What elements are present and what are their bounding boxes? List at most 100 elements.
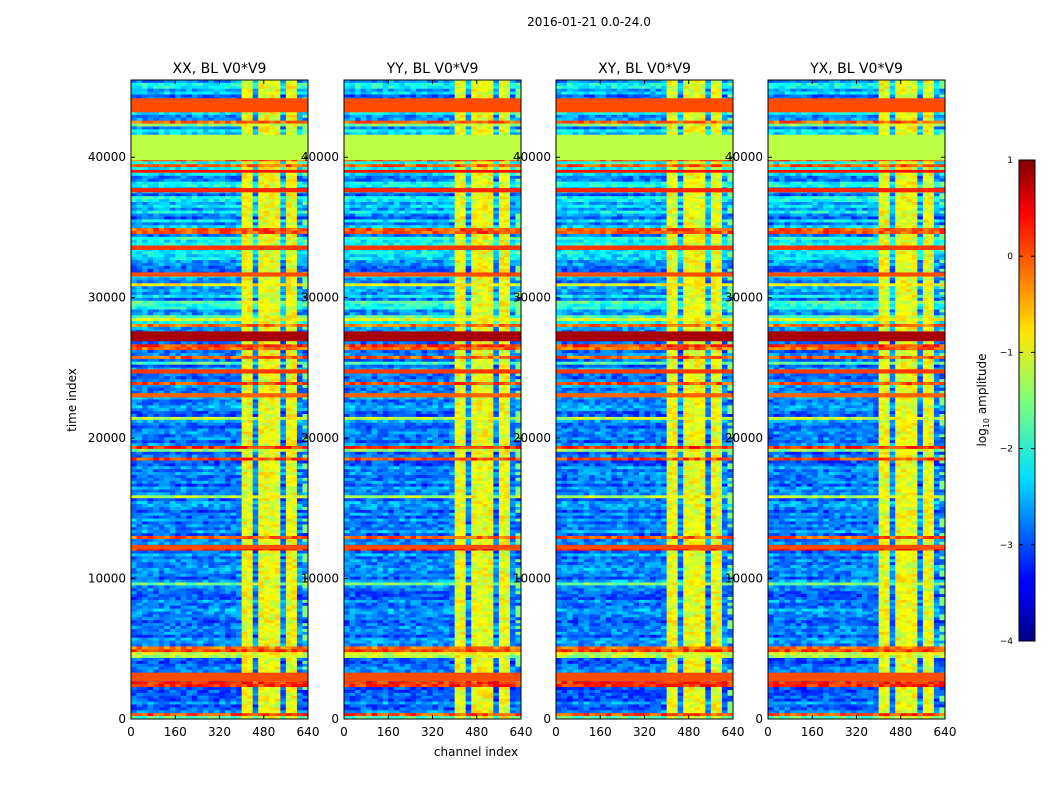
heatmap-cell xyxy=(285,353,292,357)
heatmap-cell xyxy=(296,207,303,212)
heatmap-cell xyxy=(225,492,231,496)
heatmap-cell xyxy=(236,355,243,360)
heatmap-cell xyxy=(136,326,143,331)
heatmap-cell xyxy=(252,469,259,473)
heatmap-cell xyxy=(180,289,187,293)
heatmap-cell xyxy=(191,396,198,400)
heatmap-cell xyxy=(164,515,171,519)
heatmap-cell xyxy=(280,117,287,122)
heatmap-cell xyxy=(241,120,248,124)
heatmap-cell xyxy=(202,161,209,165)
heatmap-cell xyxy=(169,518,176,522)
heatmap-cell xyxy=(296,344,303,348)
heatmap-cell xyxy=(180,440,187,444)
heatmap-cell xyxy=(153,161,160,165)
heatmap-cell xyxy=(230,126,237,130)
heatmap-cell xyxy=(230,82,237,87)
heatmap-cell xyxy=(230,167,237,171)
heatmap-cell xyxy=(202,454,209,458)
heatmap-cell xyxy=(213,178,220,183)
heatmap-cell xyxy=(274,228,281,232)
heatmap-cell xyxy=(147,201,154,206)
heatmap-cell xyxy=(202,390,209,395)
heatmap-cell xyxy=(302,248,309,252)
heatmap-cell xyxy=(219,175,226,180)
heatmap-cell xyxy=(269,260,276,264)
heatmap-cell xyxy=(175,515,182,519)
heatmap-cell xyxy=(191,355,198,360)
heatmap-cell xyxy=(186,341,193,345)
heatmap-cell xyxy=(153,306,160,310)
heatmap-cell xyxy=(197,117,204,122)
heatmap-cell xyxy=(302,350,309,354)
heatmap-cell xyxy=(158,428,165,432)
heatmap-cell xyxy=(296,257,303,261)
heatmap-cell xyxy=(153,501,160,505)
heatmap-cell xyxy=(147,515,154,519)
heatmap-cell xyxy=(258,242,265,246)
heatmap-cell xyxy=(269,164,276,168)
heatmap-cell xyxy=(236,489,243,493)
heatmap-cell xyxy=(208,434,215,438)
heatmap-cell xyxy=(169,123,176,127)
heatmap-cell xyxy=(136,353,143,357)
heatmap-cell xyxy=(225,469,231,473)
heatmap-cell xyxy=(131,341,137,345)
heatmap-cell xyxy=(147,300,154,305)
heatmap-cell xyxy=(252,297,259,302)
heatmap-cell xyxy=(285,524,292,528)
heatmap-cell xyxy=(219,312,226,316)
heatmap-cell xyxy=(197,184,204,188)
heatmap-cell xyxy=(136,315,143,319)
heatmap-cell xyxy=(296,437,303,441)
heatmap-cell xyxy=(274,167,281,171)
heatmap-cell xyxy=(225,216,231,220)
heatmap-cell xyxy=(169,411,176,415)
heatmap-cell xyxy=(225,411,231,415)
heatmap-cell xyxy=(263,277,270,281)
heatmap-cell xyxy=(197,268,204,273)
heatmap-cell xyxy=(180,382,187,386)
heatmap-cell xyxy=(285,498,292,502)
heatmap-cell xyxy=(296,486,303,490)
heatmap-cell xyxy=(197,350,204,354)
heatmap-cell xyxy=(291,460,298,464)
heatmap-cell xyxy=(269,501,276,505)
heatmap-cell xyxy=(302,91,309,95)
heatmap-cell xyxy=(274,495,281,499)
heatmap-cell xyxy=(186,460,193,464)
heatmap-cell xyxy=(186,457,193,461)
heatmap-cell xyxy=(180,309,187,313)
heatmap-cell xyxy=(296,239,303,244)
heatmap-cell xyxy=(241,236,248,241)
heatmap-cell xyxy=(164,437,171,441)
heatmap-cell xyxy=(236,454,243,458)
heatmap-cell xyxy=(191,114,198,119)
heatmap-cell xyxy=(258,294,265,299)
heatmap-cell xyxy=(153,509,160,514)
heatmap-cell xyxy=(131,111,137,116)
heatmap-cell xyxy=(219,129,226,133)
heatmap-cell xyxy=(180,524,187,528)
heatmap-cell xyxy=(219,353,226,357)
heatmap-cell xyxy=(263,236,270,241)
heatmap-cell xyxy=(208,408,215,412)
heatmap-cell xyxy=(175,309,182,313)
heatmap-cell xyxy=(213,448,220,453)
heatmap-cell xyxy=(147,184,154,188)
heatmap-cell xyxy=(202,402,209,406)
heatmap-cell xyxy=(197,527,204,531)
heatmap-cell xyxy=(302,201,309,206)
heatmap-cell xyxy=(230,460,237,464)
heatmap-cell xyxy=(180,376,187,380)
heatmap-cell xyxy=(258,210,265,214)
heatmap-cell xyxy=(225,489,231,493)
heatmap-cell xyxy=(136,309,143,313)
heatmap-cell xyxy=(302,167,309,171)
heatmap-cell xyxy=(180,434,187,438)
heatmap-cell xyxy=(169,111,176,116)
heatmap-cell xyxy=(225,355,231,360)
heatmap-cell xyxy=(258,201,265,206)
heatmap-cell xyxy=(296,428,303,432)
heatmap-cell xyxy=(296,390,303,395)
